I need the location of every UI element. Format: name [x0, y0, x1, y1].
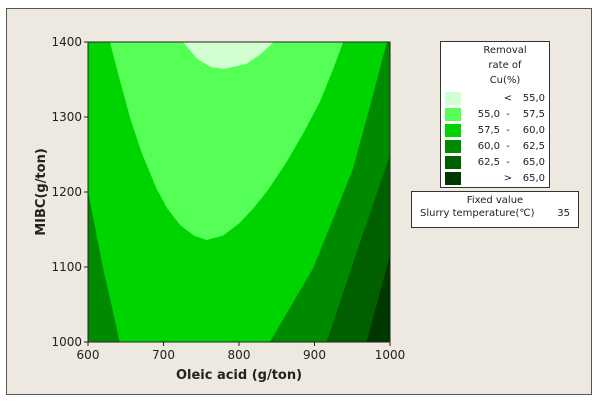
legend-high: 57,5: [522, 109, 545, 120]
legend-high: 62,5: [522, 141, 545, 152]
y-axis-label: MIBC(g/ton): [34, 148, 49, 236]
y-tick-label: 1000: [51, 335, 82, 349]
contour-region-5: [183, 42, 274, 69]
x-tick-label: 1000: [375, 348, 406, 362]
y-tick-label: 1100: [51, 260, 82, 274]
legend-item: 62,5- 65,0: [445, 156, 545, 171]
y-tick-label: 1200: [51, 185, 82, 199]
x-tick-label: 900: [303, 348, 326, 362]
legend-low: 62,5: [477, 157, 500, 168]
legend: Removal rate of Cu(%) <55,0 55,0-57,5 57,5…: [440, 41, 550, 188]
contour-region-2: [326, 155, 390, 342]
x-tick-label: 600: [77, 348, 100, 362]
legend-high: 65,0: [522, 173, 545, 184]
legend-high: 55,0: [522, 93, 545, 104]
legend-swatch: [445, 172, 461, 185]
fixed-value-value: 35: [557, 208, 570, 219]
legend-high: 60,0: [522, 125, 545, 136]
legend-swatch: [445, 108, 461, 121]
legend-swatch: [445, 124, 461, 137]
x-tick-label: 700: [152, 348, 175, 362]
legend-operator: -: [506, 157, 510, 168]
legend-swatch: [445, 92, 461, 105]
legend-item: >65,0: [445, 172, 545, 187]
legend-title-line: rate of: [488, 60, 522, 71]
legend-item: 55,0- 57,5: [445, 108, 545, 123]
legend-operator: <: [503, 93, 513, 104]
legend-low: 55,0: [477, 109, 500, 120]
y-tick-label: 1400: [51, 35, 82, 49]
contour-region-0: [88, 192, 120, 342]
x-tick-label: 800: [228, 348, 251, 362]
legend-swatch: [445, 140, 461, 153]
legend-title: Removal rate of Cu(%): [441, 43, 549, 88]
legend-operator: -: [506, 125, 510, 136]
legend-swatch: [445, 156, 461, 169]
legend-title-line: Cu(%): [489, 75, 521, 86]
legend-low: 57,5: [477, 125, 500, 136]
contour-region-3: [366, 255, 390, 342]
legend-high: 65,0: [522, 157, 545, 168]
legend-item: 57,5- 60,0: [445, 124, 545, 139]
legend-low: 60,0: [477, 141, 500, 152]
legend-operator: >: [503, 173, 513, 184]
fixed-value-title: Fixed value: [466, 195, 524, 206]
x-axis-label: Oleic acid (g/ton): [176, 368, 302, 383]
legend-item: <55,0: [445, 92, 545, 107]
fixed-value-box: Fixed value Slurry temperature(℃) 35: [411, 191, 579, 228]
legend-item: 60,0- 62,5: [445, 140, 545, 155]
y-tick-label: 1300: [51, 110, 82, 124]
contour-region-4: [109, 42, 344, 240]
legend-operator: -: [506, 109, 510, 120]
legend-operator: -: [506, 141, 510, 152]
fixed-value-label: Slurry temperature(℃): [420, 208, 535, 219]
legend-title-line: Removal: [483, 45, 527, 56]
